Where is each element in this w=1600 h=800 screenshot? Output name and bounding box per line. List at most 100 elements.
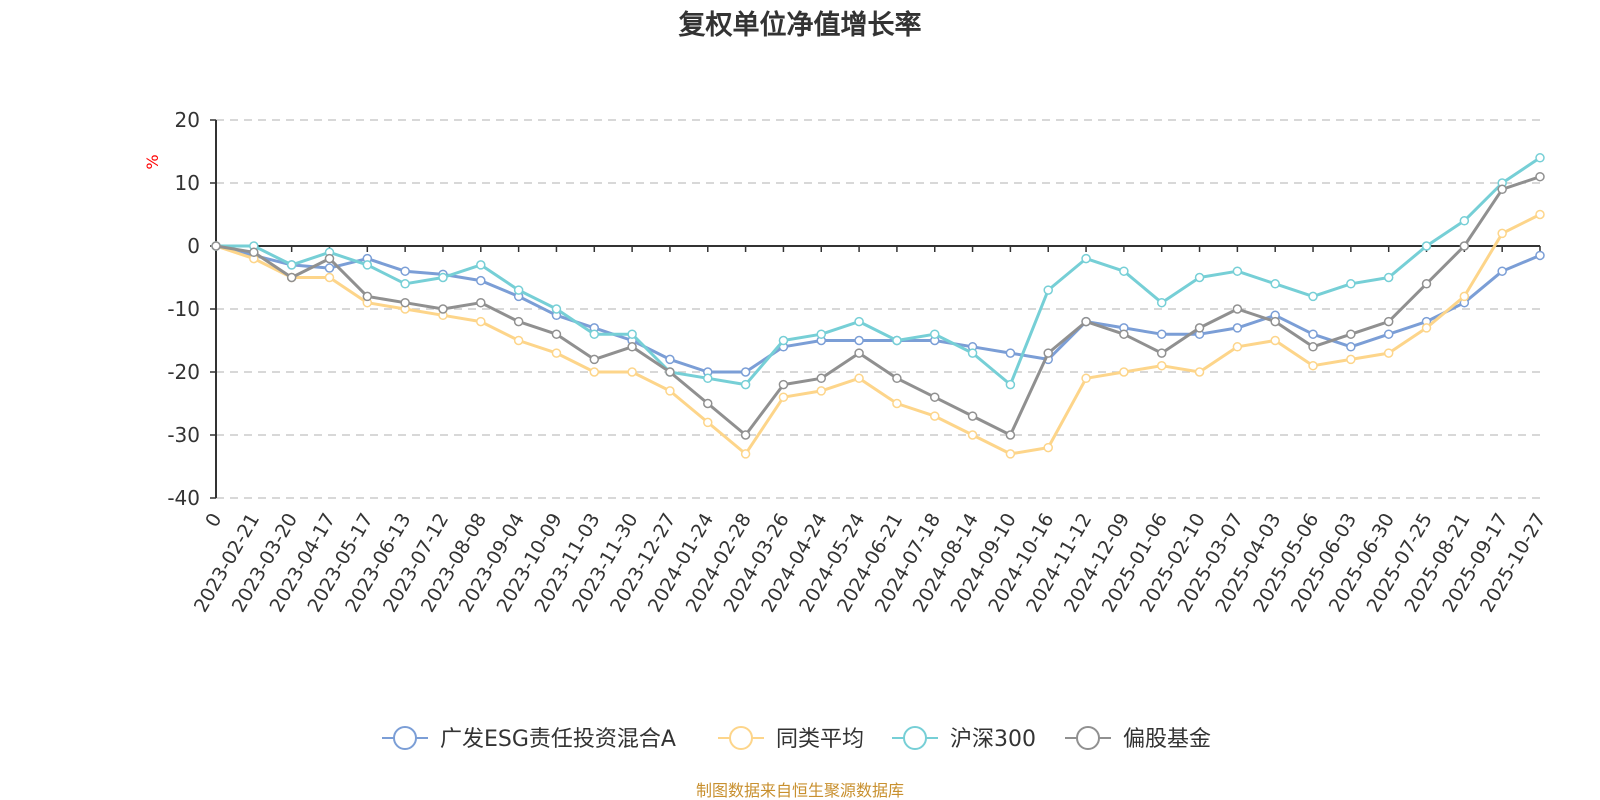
data-point	[476, 316, 486, 327]
data-point	[967, 411, 978, 421]
data-point	[1270, 316, 1280, 327]
data-point	[324, 253, 335, 264]
y-tick-label: -20	[167, 360, 200, 384]
data-point	[362, 260, 373, 270]
data-point	[211, 241, 221, 251]
legend-item[interactable]: 偏股基金	[1065, 726, 1211, 752]
series-lines	[211, 153, 1545, 459]
data-point	[1383, 329, 1394, 339]
data-point	[1005, 430, 1016, 440]
data-point	[1308, 360, 1318, 371]
data-point	[1194, 367, 1205, 377]
data-point	[854, 348, 864, 358]
data-point	[1383, 316, 1394, 327]
data-point	[551, 348, 562, 358]
data-point	[438, 304, 448, 314]
data-point	[286, 260, 297, 270]
data-point	[1383, 348, 1394, 358]
data-point	[1005, 348, 1016, 358]
data-point	[627, 342, 637, 352]
data-point	[740, 379, 751, 390]
data-point	[1119, 367, 1129, 377]
data-point	[249, 247, 259, 258]
y-tick-label: -30	[167, 423, 200, 447]
data-point	[816, 386, 827, 396]
data-point	[513, 316, 524, 327]
data-point	[1194, 272, 1205, 283]
data-point	[627, 367, 637, 377]
data-point	[703, 417, 713, 428]
data-point	[1308, 342, 1318, 352]
data-point	[400, 297, 410, 308]
data-point	[816, 329, 827, 339]
data-point	[854, 316, 864, 327]
legend-label: 偏股基金	[1123, 727, 1211, 752]
data-point	[1535, 250, 1545, 261]
data-point	[740, 430, 751, 440]
data-point	[1346, 279, 1356, 289]
y-axis: -40 -30 -20 -10 0 10 20	[167, 108, 217, 510]
data-point	[1232, 266, 1243, 276]
data-point	[929, 329, 940, 339]
data-point	[778, 335, 789, 346]
x-tick-label: 0	[201, 510, 226, 531]
data-point	[929, 392, 940, 402]
data-point	[438, 272, 448, 283]
data-point	[703, 373, 713, 384]
chart-title: 复权单位净值增长率	[679, 9, 922, 41]
data-point	[1497, 184, 1507, 195]
legend[interactable]: 广发ESG责任投资混合A 同类平均 沪深300 偏股基金	[382, 726, 1211, 752]
data-point	[362, 291, 373, 302]
y-axis-unit: %	[143, 154, 162, 169]
source-note: 制图数据来自恒生聚源数据库	[696, 781, 904, 800]
data-point	[1383, 272, 1394, 283]
legend-item[interactable]: 广发ESG责任投资混合A	[382, 726, 676, 752]
series-group	[211, 153, 1545, 390]
data-point	[513, 285, 524, 295]
data-point	[400, 279, 410, 289]
data-point	[854, 335, 864, 346]
y-tick-label: 20	[175, 108, 200, 132]
data-point	[400, 266, 410, 276]
data-point	[1346, 329, 1356, 339]
data-point	[1119, 266, 1129, 276]
data-point	[1421, 279, 1432, 289]
legend-marker	[393, 726, 417, 750]
data-point	[1421, 241, 1432, 251]
data-point	[967, 430, 978, 440]
data-point	[892, 373, 902, 384]
data-point	[1119, 329, 1129, 339]
data-point	[551, 329, 562, 339]
data-point	[324, 263, 335, 273]
data-point	[1081, 373, 1091, 384]
data-point	[1194, 323, 1205, 333]
legend-label: 同类平均	[776, 727, 864, 752]
data-point	[589, 367, 600, 377]
data-point	[1421, 323, 1432, 333]
data-point	[778, 392, 789, 402]
series-group	[211, 171, 1545, 440]
data-point	[740, 367, 751, 377]
data-point	[476, 297, 486, 308]
data-point	[1232, 323, 1243, 333]
legend-item[interactable]: 沪深300	[892, 726, 1036, 752]
data-point	[929, 411, 940, 421]
data-point	[1497, 266, 1507, 276]
data-point	[324, 272, 335, 283]
data-point	[1156, 360, 1167, 371]
data-point	[1156, 329, 1167, 339]
legend-label: 广发ESG责任投资混合A	[440, 727, 676, 752]
data-point	[476, 275, 486, 286]
legend-item[interactable]: 同类平均	[718, 726, 864, 752]
data-point	[551, 304, 562, 314]
data-point	[1043, 348, 1053, 358]
series-group	[211, 209, 1545, 459]
data-point	[1308, 291, 1318, 302]
data-point	[1270, 335, 1280, 346]
legend-label: 沪深300	[950, 727, 1036, 752]
data-point	[703, 398, 713, 409]
data-point	[476, 260, 486, 270]
y-tick-label: 10	[175, 171, 200, 195]
data-point	[589, 329, 600, 339]
